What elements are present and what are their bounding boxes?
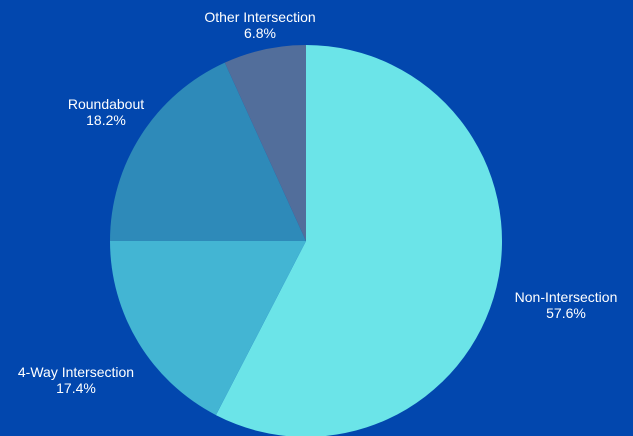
slice-percent-non-intersection: 57.6% <box>546 305 586 321</box>
slice-label-roundabout: Roundabout <box>68 96 144 112</box>
pie-slice-4-way-intersection <box>110 241 306 416</box>
slice-label-non-intersection: Non-Intersection <box>515 289 618 305</box>
pie-slice-non-intersection <box>215 45 502 436</box>
pie-slices <box>110 45 502 436</box>
slice-percent-4-way-intersection: 17.4% <box>56 380 96 396</box>
slice-percent-roundabout: 18.2% <box>86 112 126 128</box>
slice-label-other-intersection: Other Intersection <box>204 9 315 25</box>
pie-slice-other-intersection <box>224 45 306 241</box>
slice-label-4-way-intersection: 4-Way Intersection <box>18 364 134 380</box>
slice-percent-other-intersection: 6.8% <box>244 25 276 41</box>
pie-slice-roundabout <box>110 62 306 242</box>
